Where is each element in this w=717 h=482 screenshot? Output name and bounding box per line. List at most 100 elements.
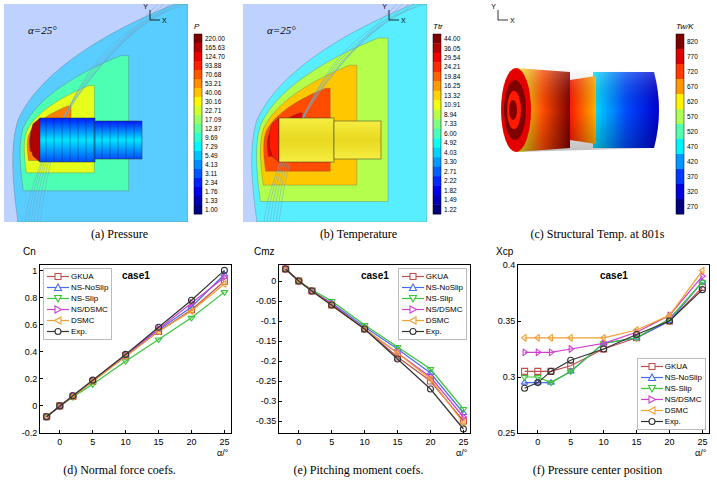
svg-text:case1: case1 (122, 270, 150, 281)
svg-text:25: 25 (697, 437, 707, 447)
svg-text:10.91: 10.91 (444, 101, 461, 108)
svg-text:370: 370 (687, 173, 698, 180)
svg-text:820: 820 (687, 38, 698, 45)
svg-text:320: 320 (687, 188, 698, 195)
svg-text:9.69: 9.69 (205, 134, 218, 141)
svg-text:124.70: 124.70 (205, 53, 225, 60)
svg-text:10: 10 (599, 437, 609, 447)
svg-text:25: 25 (219, 437, 229, 447)
svg-text:-0.05: -0.05 (256, 296, 277, 306)
svg-text:1.49: 1.49 (444, 196, 457, 203)
svg-text:20: 20 (425, 437, 435, 447)
svg-text:case1: case1 (361, 270, 389, 281)
svg-text:(a) Pressure: (a) Pressure (91, 227, 148, 241)
svg-text:10: 10 (360, 437, 370, 447)
svg-text:α/°: α/° (695, 448, 707, 458)
svg-text:case1: case1 (600, 270, 628, 281)
svg-text:4.13: 4.13 (205, 161, 218, 168)
svg-text:3.11: 3.11 (205, 170, 218, 177)
svg-text:20: 20 (186, 437, 196, 447)
svg-text:0: 0 (57, 437, 62, 447)
svg-text:4.92: 4.92 (444, 139, 457, 146)
svg-text:Ttr: Ttr (433, 22, 443, 31)
svg-text:1: 1 (32, 266, 37, 276)
svg-text:20: 20 (664, 437, 674, 447)
svg-text:7.29: 7.29 (205, 143, 218, 150)
svg-text:29.54: 29.54 (444, 54, 461, 61)
svg-text:470: 470 (687, 143, 698, 150)
svg-text:12.87: 12.87 (205, 125, 222, 132)
svg-text:0: 0 (32, 401, 37, 411)
svg-text:Tw/K: Tw/K (676, 22, 694, 31)
svg-text:2.71: 2.71 (444, 168, 457, 175)
svg-text:Y: Y (382, 3, 387, 10)
svg-text:1.22: 1.22 (444, 206, 457, 213)
svg-text:α=25°: α=25° (267, 24, 296, 36)
svg-text:α=25°: α=25° (28, 24, 57, 36)
svg-text:44.00: 44.00 (444, 35, 461, 42)
svg-text:1.00: 1.00 (205, 206, 218, 213)
svg-text:-0.25: -0.25 (256, 376, 277, 386)
svg-text:0.8: 0.8 (25, 293, 38, 303)
svg-text:165.63: 165.63 (205, 44, 225, 51)
svg-text:15: 15 (393, 437, 403, 447)
svg-text:0.3: 0.3 (503, 372, 516, 382)
svg-text:2.34: 2.34 (205, 179, 218, 186)
svg-text:Cn: Cn (23, 246, 36, 257)
svg-text:-0.35: -0.35 (256, 416, 277, 426)
svg-text:Y: Y (491, 3, 496, 10)
svg-text:17.09: 17.09 (205, 116, 222, 123)
svg-text:8.94: 8.94 (444, 111, 457, 118)
svg-text:520: 520 (687, 128, 698, 135)
svg-text:670: 670 (687, 83, 698, 90)
svg-text:5: 5 (90, 437, 95, 447)
svg-text:24.21: 24.21 (444, 63, 461, 70)
svg-text:15: 15 (632, 437, 642, 447)
svg-text:0.25: 0.25 (498, 428, 516, 438)
svg-text:(c) Structural Temp. at 801s: (c) Structural Temp. at 801s (531, 227, 665, 241)
svg-text:X: X (510, 17, 515, 24)
svg-text:270: 270 (687, 203, 698, 210)
svg-text:0.4: 0.4 (25, 347, 38, 357)
svg-text:1.33: 1.33 (205, 197, 218, 204)
svg-text:19.84: 19.84 (444, 73, 461, 80)
svg-text:6.00: 6.00 (444, 130, 457, 137)
svg-text:P: P (194, 22, 200, 31)
svg-text:36.05: 36.05 (444, 45, 461, 52)
svg-text:15: 15 (154, 437, 164, 447)
svg-text:53.21: 53.21 (205, 80, 222, 87)
svg-text:770: 770 (687, 53, 698, 60)
svg-text:Cmz: Cmz (254, 246, 275, 257)
svg-text:-0.1: -0.1 (261, 316, 277, 326)
svg-text:0: 0 (296, 437, 301, 447)
svg-text:5: 5 (568, 437, 573, 447)
svg-text:10: 10 (121, 437, 131, 447)
svg-text:3.30: 3.30 (444, 158, 457, 165)
svg-text:X: X (162, 17, 167, 24)
svg-text:5.49: 5.49 (205, 152, 218, 159)
svg-text:720: 720 (687, 68, 698, 75)
svg-text:13.32: 13.32 (444, 92, 461, 99)
svg-text:0: 0 (535, 437, 540, 447)
svg-text:22.71: 22.71 (205, 107, 222, 114)
svg-text:7.33: 7.33 (444, 120, 457, 127)
svg-text:X: X (401, 17, 406, 24)
svg-text:40.06: 40.06 (205, 89, 222, 96)
svg-text:-0.2: -0.2 (22, 428, 38, 438)
svg-text:Y: Y (143, 3, 148, 10)
svg-text:4.03: 4.03 (444, 149, 457, 156)
svg-text:16.25: 16.25 (444, 82, 461, 89)
svg-text:0.2: 0.2 (25, 374, 38, 384)
svg-text:70.68: 70.68 (205, 71, 222, 78)
svg-text:-0.3: -0.3 (261, 396, 277, 406)
svg-text:1.82: 1.82 (444, 187, 457, 194)
svg-text:Xcp: Xcp (496, 246, 514, 257)
svg-text:420: 420 (687, 158, 698, 165)
svg-text:220.00: 220.00 (205, 35, 225, 42)
svg-text:(b) Temperature: (b) Temperature (320, 227, 397, 241)
svg-text:0: 0 (271, 276, 276, 286)
svg-text:1.76: 1.76 (205, 188, 218, 195)
svg-text:-0.15: -0.15 (256, 336, 277, 346)
svg-text:0.4: 0.4 (503, 260, 516, 270)
svg-text:-0.2: -0.2 (261, 356, 277, 366)
